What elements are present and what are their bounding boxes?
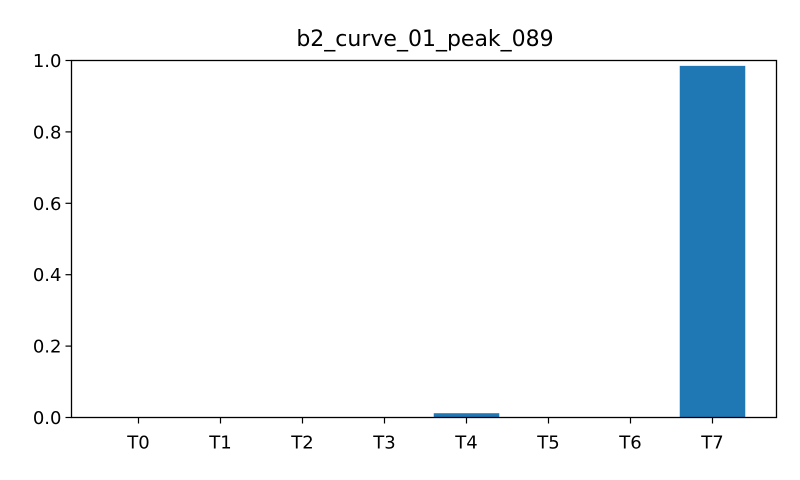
x-tick-label: T1 — [208, 433, 231, 454]
y-tick-label: 0.6 — [33, 194, 62, 215]
bar-t4 — [433, 413, 500, 418]
chart-title: b2_curve_01_peak_089 — [296, 27, 553, 52]
x-tick-label: T0 — [126, 433, 149, 454]
y-ticks-layer: 0.0 0.2 0.4 0.6 0.8 1.0 — [33, 51, 72, 429]
x-tick-label: T3 — [372, 433, 395, 454]
y-tick-label: 0.2 — [33, 337, 62, 358]
y-tick-label: 1.0 — [33, 51, 62, 72]
y-tick-label: 0.0 — [33, 408, 62, 429]
plot-frame — [70, 59, 778, 419]
x-tick-label: T6 — [618, 433, 641, 454]
y-tick-label: 0.8 — [33, 122, 62, 143]
x-tick-label: T5 — [536, 433, 559, 454]
x-tick-label: T7 — [700, 433, 723, 454]
x-ticks-layer: T0 T1 T2 T3 T4 T5 T6 T7 — [126, 417, 724, 454]
bar-t7 — [679, 65, 746, 418]
y-tick-label: 0.4 — [33, 265, 62, 286]
x-tick-label: T2 — [290, 433, 313, 454]
bars-layer — [433, 65, 746, 418]
x-tick-label: T4 — [454, 433, 477, 454]
